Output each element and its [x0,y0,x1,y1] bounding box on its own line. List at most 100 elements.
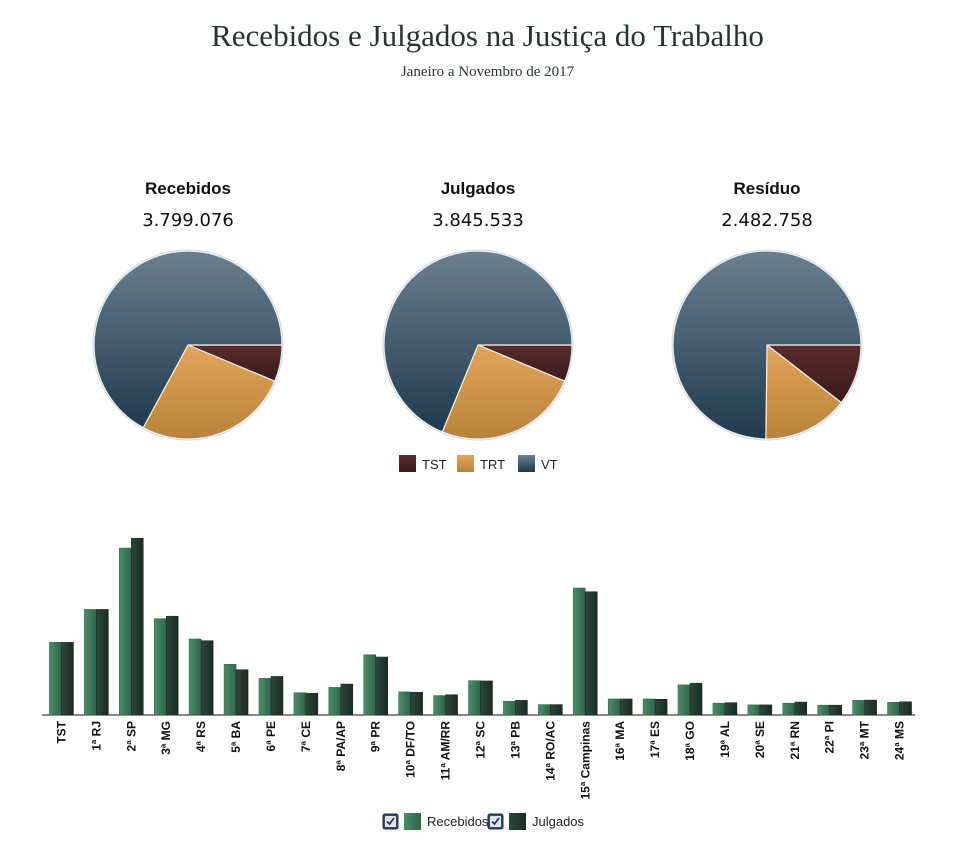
bar-julgados-7-ce[interactable] [305,693,319,716]
checkbox-icon[interactable] [382,813,399,830]
bar-recebidos-11-am-rr[interactable] [433,695,446,716]
bar-recebidos-13-pb[interactable] [503,700,516,716]
x-tick-label: 24ª MS [893,721,907,760]
x-tick-label: 22ª PI [823,721,837,753]
bar-recebidos-23-mt[interactable] [852,700,865,716]
legend-swatch [518,455,535,472]
pie-slice-vt[interactable] [93,250,283,429]
x-tick-label: 19ª AL [718,721,732,758]
bar-recebidos-14-ro-ac[interactable] [538,704,551,716]
x-tick-label: 17ª ES [648,721,662,758]
bar-recebidos-7-ce[interactable] [293,692,307,716]
bar-julgados-1-rj[interactable] [96,609,109,716]
x-tick-label: 16ª MA [613,721,627,761]
bar-julgados-9-pr[interactable] [375,656,388,716]
bar-julgados-14-ro-ac[interactable] [550,704,563,716]
bar-julgados-4-rs[interactable] [200,640,214,716]
bar-chart: TST 1ª RJ 2ª SP 3ª MG 4ª RS 5ª BA 6ª PE 7ª CE 8ª… [42,537,915,799]
bar-julgados-3-mg[interactable] [165,615,179,716]
bar-julgados-12-sc[interactable] [480,680,493,716]
bar-julgados-15-campinas[interactable] [585,591,598,716]
bar-recebidos-6-pe[interactable] [258,678,272,716]
bar-legend: Recebidos Julgados [382,813,585,830]
pie-slice-trt[interactable] [765,343,843,440]
x-tick-label: 11ª AM/RR [439,721,453,781]
bar-recebidos-22-pi[interactable] [817,704,830,716]
bar-recebidos-1-rj[interactable] [84,609,97,716]
bar-julgados-20-se[interactable] [759,704,773,716]
bar-recebidos-21-rn[interactable] [782,702,796,716]
bar-julgados-16-ma[interactable] [619,698,633,716]
pie-total: 3.799.076 [142,210,234,231]
x-tick-label: 14ª RO/AC [543,721,557,781]
bar-recebidos-5-ba[interactable] [223,664,237,716]
legend-swatch [509,813,526,830]
x-tick-label: 20ª SE [753,721,767,758]
legend-item-julgados[interactable]: Julgados [487,813,585,830]
bar-julgados-17-es[interactable] [654,698,668,716]
legend-label: Julgados [532,814,585,829]
bar-recebidos-4-rs[interactable] [188,638,202,716]
legend-item-trt[interactable]: TRT [457,455,505,472]
x-tick-label: 23ª MT [858,720,872,759]
legend-label: TST [422,457,447,472]
bar-julgados-6-pe[interactable] [270,676,284,716]
bar-julgados-5-ba[interactable] [235,669,249,716]
bar-recebidos-17-es[interactable] [642,698,656,716]
pie-slice-vt[interactable] [383,250,573,433]
pie-residuo: Resíduo 2.482.758 [671,179,863,441]
pie-title: Julgados [441,179,516,198]
bar-recebidos-3-mg[interactable] [153,618,167,716]
pie-julgados: Julgados 3.845.533 [382,179,574,441]
bar-julgados-24-ms[interactable] [899,701,912,716]
bar-recebidos-18-go[interactable] [677,684,691,716]
x-tick-label: 2ª SP [124,721,138,751]
bar-recebidos-19-al[interactable] [712,702,726,716]
pie-slice-trt[interactable] [142,344,276,440]
x-tick-label: 13ª PB [508,721,522,759]
legend-label: VT [541,457,558,472]
bar-recebidos-8-pa-ap[interactable] [328,687,342,716]
bar-recebidos-15-campinas[interactable] [573,587,586,716]
x-tick-label: 3ª MG [159,721,173,755]
legend-item-recebidos[interactable]: Recebidos [382,813,489,830]
x-tick-label: 4ª RS [194,721,208,752]
bar-recebidos-12-sc[interactable] [468,680,481,716]
bar-recebidos-9-pr[interactable] [363,654,376,716]
legend-item-tst[interactable]: TST [399,455,447,472]
legend-label: Recebidos [427,814,489,829]
bar-recebidos-24-ms[interactable] [887,702,900,716]
legend-item-vt[interactable]: VT [518,455,558,472]
chart-subtitle: Janeiro a Novembro de 2017 [400,64,575,80]
bar-julgados-tst[interactable] [61,642,74,716]
checkbox-icon[interactable] [487,813,504,830]
x-tick-label: 21ª RN [788,721,802,759]
bar-julgados-8-pa-ap[interactable] [340,683,354,716]
bar-recebidos-16-ma[interactable] [607,698,621,716]
legend-swatch [399,455,416,472]
bar-julgados-23-mt[interactable] [864,699,877,716]
bar-julgados-11-am-rr[interactable] [445,694,458,716]
x-tick-label: 1ª RJ [89,721,103,751]
x-tick-label: 10ª DF/TO [404,721,418,778]
pie-slice-vt[interactable] [672,250,862,440]
bar-julgados-2-sp[interactable] [131,537,144,716]
bar-recebidos-2-sp[interactable] [119,547,132,716]
pie-legend: TST TRT VT [399,455,558,472]
x-tick-label: 8ª PA/AP [334,721,348,771]
bar-julgados-18-go[interactable] [689,682,703,716]
bar-julgados-10-df-to[interactable] [410,691,423,716]
x-tick-label: TST [54,720,68,743]
bar-recebidos-tst[interactable] [49,642,62,716]
bar-recebidos-20-se[interactable] [747,704,761,716]
bar-recebidos-10-df-to[interactable] [398,691,411,716]
pie-slice-trt[interactable] [441,344,566,440]
bar-julgados-22-pi[interactable] [829,704,842,716]
bar-julgados-13-pb[interactable] [515,700,528,716]
bar-julgados-19-al[interactable] [724,702,738,716]
x-tick-label: 18ª GO [683,721,697,761]
pie-title: Resíduo [733,179,800,198]
bar-julgados-21-rn[interactable] [794,701,808,716]
